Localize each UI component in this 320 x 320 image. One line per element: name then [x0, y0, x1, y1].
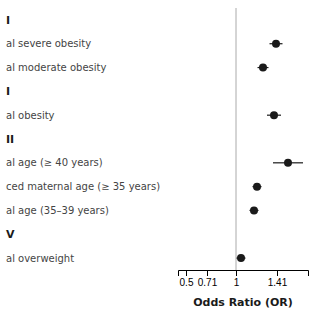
row-label: al overweight — [6, 253, 74, 264]
tick: 1 — [234, 270, 240, 288]
point-estimate — [259, 64, 267, 72]
tick-mark — [186, 270, 187, 276]
tick-label: 1 — [234, 277, 240, 288]
plot-area — [236, 8, 303, 270]
row-label: ced maternal age (≥ 35 years) — [6, 181, 160, 192]
x-axis: 0.5 0.71 1 1.41 — [179, 270, 309, 288]
axis-line — [179, 271, 309, 277]
point-estimate — [237, 254, 245, 262]
tick-label: 0.71 — [198, 277, 218, 288]
point-estimate — [253, 183, 261, 191]
tick-label: 0.5 — [180, 277, 194, 288]
tick-mark — [236, 270, 237, 276]
group-header: II — [6, 133, 14, 146]
tick: 0.5 — [180, 270, 194, 288]
tick-label: 1.41 — [268, 277, 288, 288]
tick: 1.41 — [268, 270, 288, 288]
row-labels: Ial severe obesity al moderate obesity Ial… — [6, 14, 160, 264]
point-estimate — [272, 40, 280, 48]
point-estimate — [284, 159, 292, 167]
x-axis-title: Odds Ratio (OR) — [193, 296, 293, 309]
group-header: I — [6, 14, 10, 27]
row-label: al age (35–39 years) — [6, 205, 109, 216]
row-label: al moderate obesity — [6, 62, 106, 73]
tick-mark — [277, 270, 278, 276]
row-label: al obesity — [6, 110, 55, 121]
tick: 0.71 — [198, 270, 218, 288]
tick-mark — [207, 270, 208, 276]
point-estimate — [270, 111, 278, 119]
row-label: al age (≥ 40 years) — [6, 157, 103, 168]
group-header: V — [6, 228, 15, 241]
group-header: I — [6, 85, 10, 98]
chart: Ial severe obesity al moderate obesity Ial… — [0, 0, 320, 320]
row-label: al severe obesity — [6, 38, 91, 49]
reference-line — [236, 8, 237, 270]
point-estimate — [250, 206, 258, 214]
